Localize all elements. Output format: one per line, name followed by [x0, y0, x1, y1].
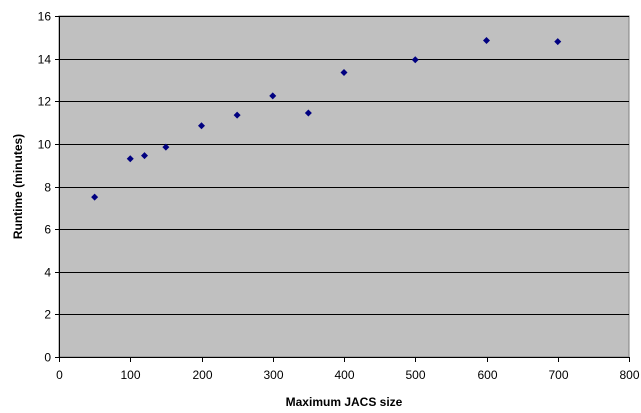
x-tick-label: 100 [120, 368, 140, 382]
y-tick-label: 6 [44, 223, 51, 237]
x-tick-label: 0 [56, 368, 63, 382]
gridlines [59, 16, 629, 315]
data-point [91, 193, 99, 201]
x-tick-label: 400 [334, 368, 354, 382]
x-tick-label: 300 [263, 368, 283, 382]
plot-area [58, 15, 630, 358]
y-tick-label: 16 [38, 10, 52, 24]
y-tick-label: 4 [44, 266, 51, 280]
data-point [411, 56, 419, 64]
axes [55, 16, 630, 362]
data-point [554, 38, 562, 46]
data-points [91, 37, 562, 201]
x-tick-labels: 0 100 200 300 400 500 600 700 800 [56, 368, 640, 382]
x-tick-label: 600 [477, 368, 497, 382]
x-tick-label: 700 [548, 368, 568, 382]
data-point [198, 122, 205, 130]
data-point [269, 92, 277, 100]
data-point [141, 152, 148, 160]
y-tick-labels: 0 2 4 6 8 10 12 14 16 [38, 10, 52, 365]
y-tick-label: 0 [44, 351, 51, 365]
x-tick-label: 800 [619, 368, 639, 382]
data-point [162, 143, 170, 151]
x-axis-title: Maximum JACS size [286, 395, 403, 409]
x-tick-label: 500 [405, 368, 425, 382]
data-point [483, 37, 490, 45]
y-tick-label: 14 [38, 53, 52, 67]
y-tick-label: 8 [44, 181, 51, 195]
y-tick-label: 12 [38, 95, 52, 109]
data-point [126, 155, 134, 163]
y-tick-label: 2 [44, 308, 51, 322]
y-tick-label: 10 [38, 138, 52, 152]
data-point [233, 111, 241, 119]
data-point [304, 109, 312, 117]
y-axis-title: Runtime (minutes) [11, 134, 25, 239]
x-tick-label: 200 [192, 368, 212, 382]
data-point [340, 68, 348, 76]
